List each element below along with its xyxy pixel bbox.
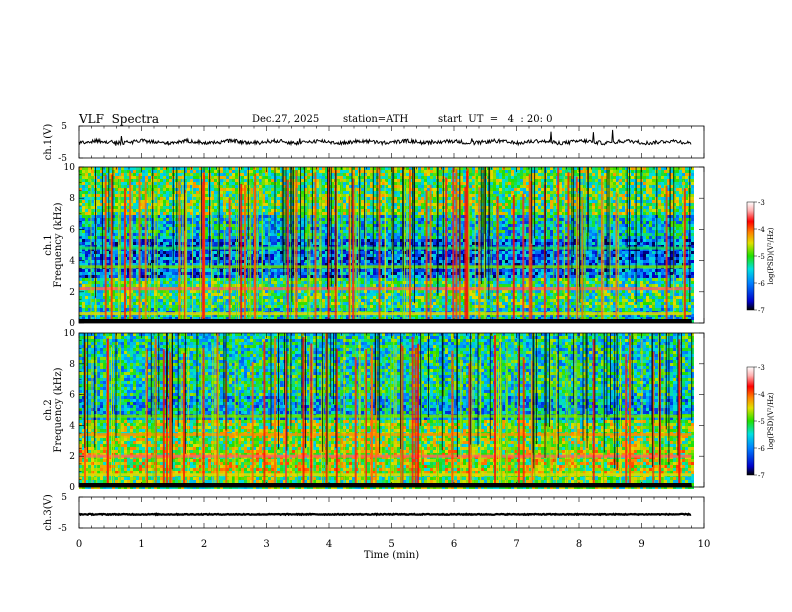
x-tick-label: 9: [638, 539, 644, 550]
start-time-label: start UT = 4 : 20: 0: [438, 114, 553, 125]
x-tick-label: 3: [263, 539, 269, 550]
y-axis-label: ch.1(V): [43, 124, 54, 161]
y-tick-label: 6: [69, 225, 75, 235]
x-tick-label: 7: [513, 539, 519, 550]
y-axis-label: Frequency (kHz): [53, 367, 64, 452]
y-tick-label: -5: [58, 154, 67, 164]
y-tick-label: 5: [61, 122, 67, 132]
y-axis-label: Frequency (kHz): [53, 202, 64, 287]
colorbar-1: [746, 201, 755, 311]
ch1-waveform-trace: [78, 129, 692, 147]
x-tick-label: 8: [576, 539, 582, 550]
y-tick-label: 0: [69, 319, 75, 329]
x-tick-label: 2: [201, 539, 207, 550]
colorbar-tick-label: -4: [758, 391, 765, 399]
x-tick-label: 6: [451, 539, 457, 550]
y-tick-label: 2: [69, 288, 75, 298]
ch1-waveform: [78, 129, 692, 147]
y-tick-label: 10: [64, 329, 76, 339]
y-tick-label: 4: [69, 421, 75, 431]
station-label: station=ATH: [343, 114, 408, 125]
y-tick-label: -5: [58, 524, 67, 534]
y-tick-label: 8: [69, 360, 75, 370]
x-tick-label: 0: [76, 539, 82, 550]
ch3-waveform-trace: [78, 512, 692, 517]
y-tick-label: 6: [69, 391, 75, 401]
y-axis-channel-label: ch.2: [43, 399, 54, 421]
x-tick-label: 5: [388, 539, 394, 550]
y-tick-label: 8: [69, 194, 75, 204]
y-axis-channel-label: ch.1: [43, 234, 54, 256]
colorbar-tick-label: -6: [758, 280, 765, 288]
colorbar-tick-label: -7: [758, 472, 765, 480]
figure-title: VLF Spectra: [79, 112, 159, 126]
colorbar-tick-label: -3: [758, 199, 765, 207]
y-axis-label: ch.3(V): [43, 494, 54, 531]
colorbar-tick-label: -7: [758, 307, 765, 315]
y-tick-label: 4: [69, 257, 75, 267]
y-tick-label: 0: [69, 483, 75, 493]
x-axis-label: Time (min): [364, 550, 419, 561]
colorbar-tick-label: -6: [758, 445, 765, 453]
x-tick-label: 10: [698, 539, 711, 550]
ch1-spectrogram: [79, 167, 694, 323]
colorbar-tick-label: -5: [758, 418, 765, 426]
colorbars: -3 -4 -5 -6 -7 log(PSD)(V²/Hz) -3 -4 -5 -6 -7 log(P…: [746, 199, 775, 480]
colorbar-label: log(PSD)(V²/Hz): [767, 227, 775, 284]
colorbar-2: [746, 366, 755, 476]
x-tick-label: 4: [326, 539, 332, 550]
colorbar-label: log(PSD)(V²/Hz): [767, 392, 775, 449]
colorbar-tick-label: -3: [758, 364, 765, 372]
y-tick-label: 5: [61, 493, 67, 503]
x-tick-label: 1: [138, 539, 144, 550]
colorbar-tick-label: -5: [758, 253, 765, 261]
date-label: Dec.27, 2025: [252, 114, 319, 125]
ch3-waveform: [78, 512, 692, 517]
colorbar-tick-label: -4: [758, 226, 765, 234]
y-tick-label: 10: [64, 163, 76, 173]
y-tick-label: 2: [69, 452, 75, 462]
ch2-spectrogram: [79, 333, 694, 489]
